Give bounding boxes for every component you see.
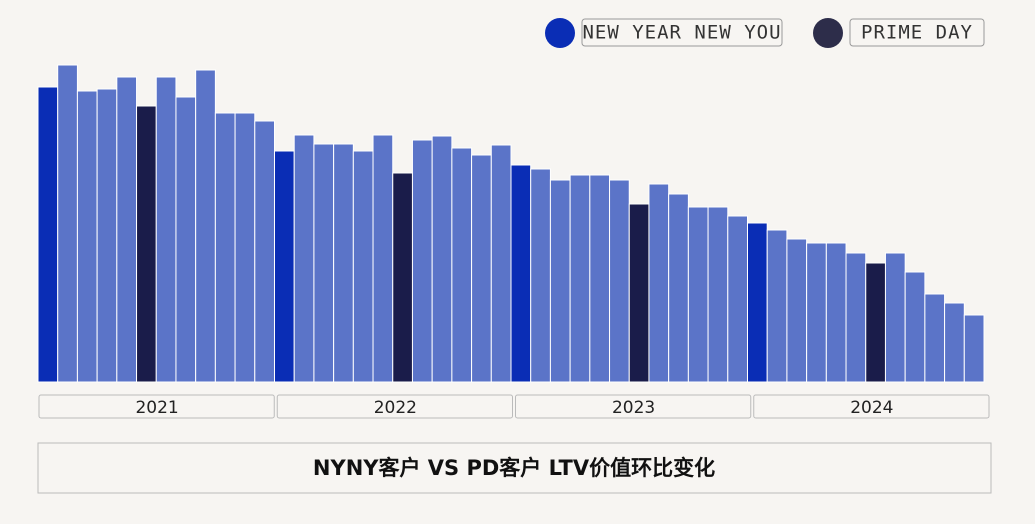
bar xyxy=(884,252,906,383)
title-box xyxy=(37,442,992,494)
x-group-label: 2023 xyxy=(612,398,655,418)
year-box xyxy=(276,394,513,419)
bar xyxy=(76,90,98,383)
legend-label: PRIME DAY xyxy=(861,22,973,44)
bar xyxy=(175,96,197,383)
bar xyxy=(825,242,847,383)
bar xyxy=(510,164,532,383)
bar xyxy=(549,179,571,383)
bar xyxy=(786,238,808,383)
bar xyxy=(569,174,591,383)
year-box xyxy=(515,394,752,419)
legend-label: NEW YEAR NEW YOU xyxy=(582,22,781,44)
bar xyxy=(609,179,630,383)
bar xyxy=(530,168,551,383)
bar xyxy=(707,206,729,383)
bar xyxy=(963,314,985,383)
bar xyxy=(471,154,492,383)
bar xyxy=(116,76,138,383)
bar xyxy=(411,139,433,383)
bar xyxy=(727,215,749,383)
bar xyxy=(352,150,374,383)
bar xyxy=(195,69,216,383)
bar xyxy=(865,262,886,383)
bar xyxy=(274,150,295,383)
x-group-label: 2021 xyxy=(135,398,178,418)
bar xyxy=(392,172,413,383)
chart-title: NYNY客户 VS PD客户 LTV价值环比变化 xyxy=(313,456,715,480)
bar xyxy=(96,88,118,383)
bar xyxy=(57,64,78,383)
bar xyxy=(648,183,670,383)
bar xyxy=(313,143,335,383)
legend-swatch xyxy=(813,18,843,48)
bar xyxy=(136,105,157,383)
bar xyxy=(451,147,473,383)
bar xyxy=(37,86,59,383)
bar xyxy=(214,112,236,383)
legend-swatch xyxy=(545,18,575,48)
bar xyxy=(687,206,709,383)
bar xyxy=(293,134,315,383)
bar xyxy=(589,174,611,383)
bar xyxy=(490,144,512,383)
bar xyxy=(668,193,689,383)
year-box xyxy=(38,394,275,419)
legend-box xyxy=(849,18,985,47)
bar xyxy=(747,222,768,383)
bar xyxy=(944,302,965,383)
bar xyxy=(766,229,788,383)
legend-box xyxy=(581,18,783,47)
year-box xyxy=(753,394,990,419)
bar xyxy=(431,135,453,383)
bar xyxy=(155,76,177,383)
bar xyxy=(924,293,946,383)
bar xyxy=(904,271,926,383)
bar xyxy=(806,242,827,383)
bar xyxy=(234,112,256,383)
bar xyxy=(372,134,394,383)
bar xyxy=(628,203,650,383)
bar xyxy=(333,143,354,383)
bar xyxy=(845,252,867,383)
x-group-label: 2024 xyxy=(850,398,893,418)
bar xyxy=(254,120,276,383)
x-group-label: 2022 xyxy=(374,398,417,418)
